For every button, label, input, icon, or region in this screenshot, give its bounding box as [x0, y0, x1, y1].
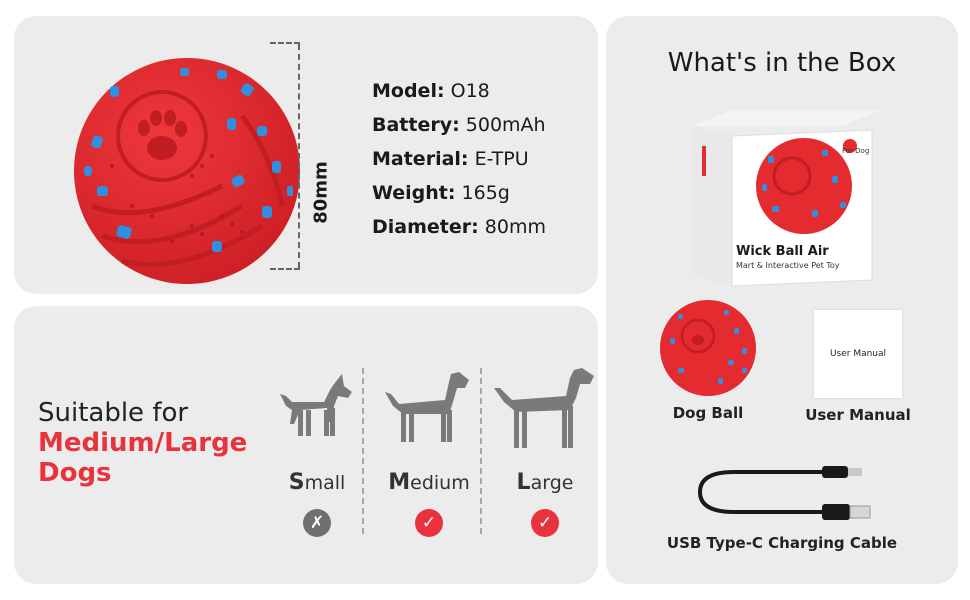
suitable-line-3: Dogs [38, 458, 112, 488]
box-for-dog-label: For Dog [842, 147, 870, 155]
suitable-title: Suitable for Medium/Large Dogs [38, 398, 247, 488]
spec-value: 500mAh [465, 114, 546, 136]
dimension-line [270, 42, 300, 270]
dimension-label-wrap: 80mm [306, 161, 336, 224]
spec-value: 80mm [484, 216, 546, 238]
size-column-small: Small ✗ [258, 366, 376, 537]
size-label-small: Small [258, 470, 376, 495]
box-title: What's in the Box [667, 48, 897, 78]
item-caption-manual: User Manual [805, 406, 911, 424]
size-label-medium: Medium [370, 470, 488, 495]
spec-row-model: Model: O18 [372, 74, 546, 108]
size-initial: S [288, 470, 305, 495]
size-rest: arge [530, 472, 574, 494]
size-column-medium: Medium ✓ [370, 366, 488, 537]
box-contents-panel: What's in the Box For Dog Wick Ball Air … [606, 16, 958, 584]
spec-value: 165g [461, 182, 510, 204]
box-product-subtitle: Mart & Interactive Pet Toy [736, 261, 840, 270]
check-mark-icon: ✓ [531, 509, 559, 537]
spec-key: Material: [372, 148, 469, 170]
spec-value: O18 [450, 80, 490, 102]
medium-dog-icon [385, 372, 469, 442]
suitable-line-2: Medium/Large [38, 428, 248, 458]
small-dog-icon [280, 374, 352, 436]
spec-key: Weight: [372, 182, 456, 204]
cross-mark-icon: ✗ [303, 509, 331, 537]
product-box-image [692, 110, 882, 287]
box-product-name: Wick Ball Air [736, 244, 829, 259]
usb-cable-image [697, 466, 871, 520]
size-rest: mall [304, 472, 346, 494]
divider [362, 368, 364, 534]
dog-ball-image [74, 58, 300, 284]
item-caption-cable: USB Type-C Charging Cable [666, 534, 898, 552]
size-column-large: Large ✓ [486, 366, 604, 537]
specs-panel: 80mm Model: O18 Battery: 500mAh Material… [14, 16, 598, 294]
large-dog-icon [494, 368, 594, 448]
suitable-line-1: Suitable for [38, 398, 189, 428]
size-initial: L [516, 470, 531, 495]
dimension-label: 80mm [310, 161, 332, 224]
check-mark-icon: ✓ [415, 509, 443, 537]
spec-list: Model: O18 Battery: 500mAh Material: E-T… [372, 74, 546, 244]
user-manual-image: User Manual [814, 310, 902, 398]
size-label-large: Large [486, 470, 604, 495]
suitable-panel: Suitable for Medium/Large Dogs Small ✗ M… [14, 306, 598, 584]
size-rest: edium [410, 472, 470, 494]
spec-key: Diameter: [372, 216, 479, 238]
manual-cover-text: User Manual [829, 349, 887, 359]
spec-value: E-TPU [474, 148, 529, 170]
spec-key: Model: [372, 80, 445, 102]
item-caption-ball: Dog Ball [672, 404, 744, 422]
spec-row-diameter: Diameter: 80mm [372, 210, 546, 244]
spec-row-battery: Battery: 500mAh [372, 108, 546, 142]
dog-ball-small-image [660, 300, 756, 396]
spec-row-weight: Weight: 165g [372, 176, 546, 210]
divider [480, 368, 482, 534]
size-initial: M [388, 470, 411, 495]
spec-row-material: Material: E-TPU [372, 142, 546, 176]
spec-key: Battery: [372, 114, 460, 136]
